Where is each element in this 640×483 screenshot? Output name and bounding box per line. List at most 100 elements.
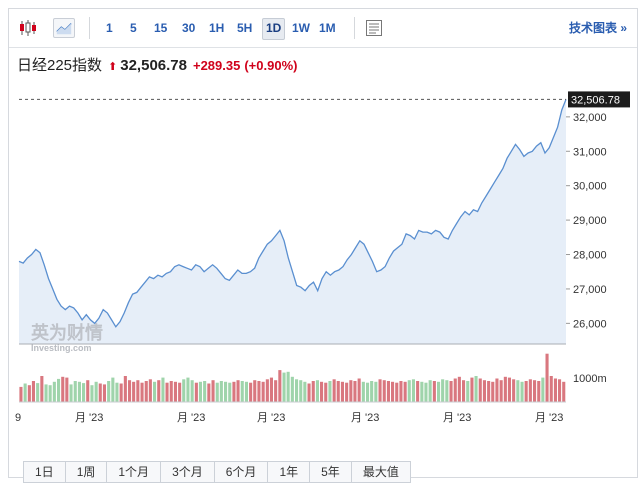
volume-bar [98, 383, 102, 402]
volume-bar [370, 381, 374, 402]
volume-bar [69, 384, 73, 402]
volume-bar [299, 380, 303, 402]
volume-bar [520, 381, 524, 402]
interval-1d[interactable]: 1D [262, 18, 286, 40]
volume-bar [553, 378, 557, 402]
interval-15[interactable]: 15 [154, 21, 168, 35]
volume-bar [353, 381, 357, 402]
price-change: +289.35 [192, 58, 241, 73]
volume-bar [516, 380, 520, 402]
volume-bar [207, 383, 211, 402]
volume-bar [136, 380, 140, 402]
volume-bar [19, 386, 23, 402]
volume-bar [324, 382, 328, 402]
volume-bar [119, 383, 123, 402]
volume-bar [499, 380, 503, 402]
volume-bar [274, 380, 278, 402]
up-arrow-icon: ⬆ [108, 61, 118, 73]
price-change-percent: (+0.90%) [244, 58, 298, 73]
volume-bar [82, 383, 86, 402]
volume-bar [307, 383, 311, 402]
area-chart-icon[interactable] [53, 18, 75, 38]
volume-bar [190, 380, 194, 402]
technical-chart-link[interactable]: 技术图表 » [568, 21, 627, 35]
toolbar-divider [354, 17, 355, 39]
volume-bar [153, 381, 157, 402]
volume-bar [232, 381, 236, 402]
volume-bar [345, 382, 349, 402]
volume-bar [332, 379, 336, 402]
x-tick-label: 月 '23 [75, 412, 103, 424]
volume-bar [437, 381, 441, 402]
quote-header: 日经225指数 ⬆ 32,506.78 +289.35 (+0.90%) [17, 55, 297, 77]
volume-bar [512, 379, 516, 402]
volume-bar [558, 379, 562, 402]
x-tick-label: 月 '23 [257, 412, 285, 424]
volume-bar [491, 381, 495, 402]
period-1w[interactable]: 1周 [64, 461, 108, 483]
price-chart[interactable]: 1000m 26,000 27,000 28,000 29,000 30,000 31,0… [9, 9, 639, 449]
volume-bar [182, 379, 186, 402]
volume-bar [549, 376, 553, 402]
volume-bar [48, 385, 52, 402]
volume-bar [340, 381, 344, 402]
volume-bar [140, 382, 144, 402]
interval-1[interactable]: 1 [106, 21, 113, 35]
watermark: 英为财情 Investing.com [30, 322, 103, 353]
volume-axis-label: 1000m [573, 373, 607, 385]
interval-1w[interactable]: 1W [292, 21, 310, 35]
volume-bar [528, 379, 532, 402]
chart-toolbar: 1 5 15 30 1H 5H 1D 1W 1M 技术图表 » [9, 9, 637, 48]
volume-bar [240, 381, 244, 402]
volume-bar [474, 376, 478, 402]
volume-bar [157, 380, 161, 402]
volume-bar [224, 381, 228, 402]
volume-bar [445, 380, 449, 402]
volume-bar [253, 380, 257, 402]
period-3m[interactable]: 3个月 [160, 461, 215, 483]
candlestick-icon[interactable] [17, 18, 39, 38]
volume-bar [403, 381, 407, 402]
volume-bar [144, 381, 148, 402]
interval-5[interactable]: 5 [130, 21, 137, 35]
period-1y[interactable]: 1年 [267, 461, 311, 483]
instrument-name: 日经225指数 [17, 57, 103, 74]
volume-bar [416, 381, 420, 402]
interval-30[interactable]: 30 [182, 21, 196, 35]
interval-1h[interactable]: 1H [209, 21, 225, 35]
interval-5h[interactable]: 5H [237, 21, 253, 35]
volume-bar [198, 381, 202, 402]
volume-bar [303, 381, 307, 402]
y-tick-label: 28,000 [573, 250, 607, 262]
volume-bar [77, 381, 81, 402]
volume-bar [148, 379, 152, 402]
period-1m[interactable]: 1个月 [106, 461, 162, 483]
volume-bar [215, 382, 219, 402]
volume-bar [320, 381, 324, 402]
period-max[interactable]: 最大值 [350, 461, 411, 483]
settings-icon[interactable] [365, 18, 383, 38]
volume-bar [361, 381, 365, 402]
last-price: 32,506.78 [120, 57, 187, 74]
interval-1m[interactable]: 1M [319, 21, 336, 35]
volume-bar [194, 382, 198, 402]
volume-bar [86, 380, 90, 402]
volume-bar [128, 380, 132, 402]
y-tick-label: 27,000 [573, 284, 607, 296]
y-tick-label: 26,000 [573, 318, 607, 330]
volume-bar [457, 376, 461, 402]
period-6m[interactable]: 6个月 [213, 461, 269, 483]
volume-bar [328, 381, 332, 402]
period-5y[interactable]: 5年 [309, 461, 352, 483]
volume-bar [378, 379, 382, 402]
volume-bar [102, 384, 106, 402]
volume-bar [265, 379, 269, 402]
volume-bar [90, 385, 94, 402]
watermark-site-text: Investing.com [31, 343, 92, 353]
volume-bar [407, 380, 411, 402]
volume-bar [374, 381, 378, 402]
period-1d[interactable]: 1日 [23, 461, 66, 483]
volume-bar [219, 381, 223, 402]
current-price-label: 32,506.78 [571, 94, 620, 106]
volume-bar [161, 377, 165, 402]
